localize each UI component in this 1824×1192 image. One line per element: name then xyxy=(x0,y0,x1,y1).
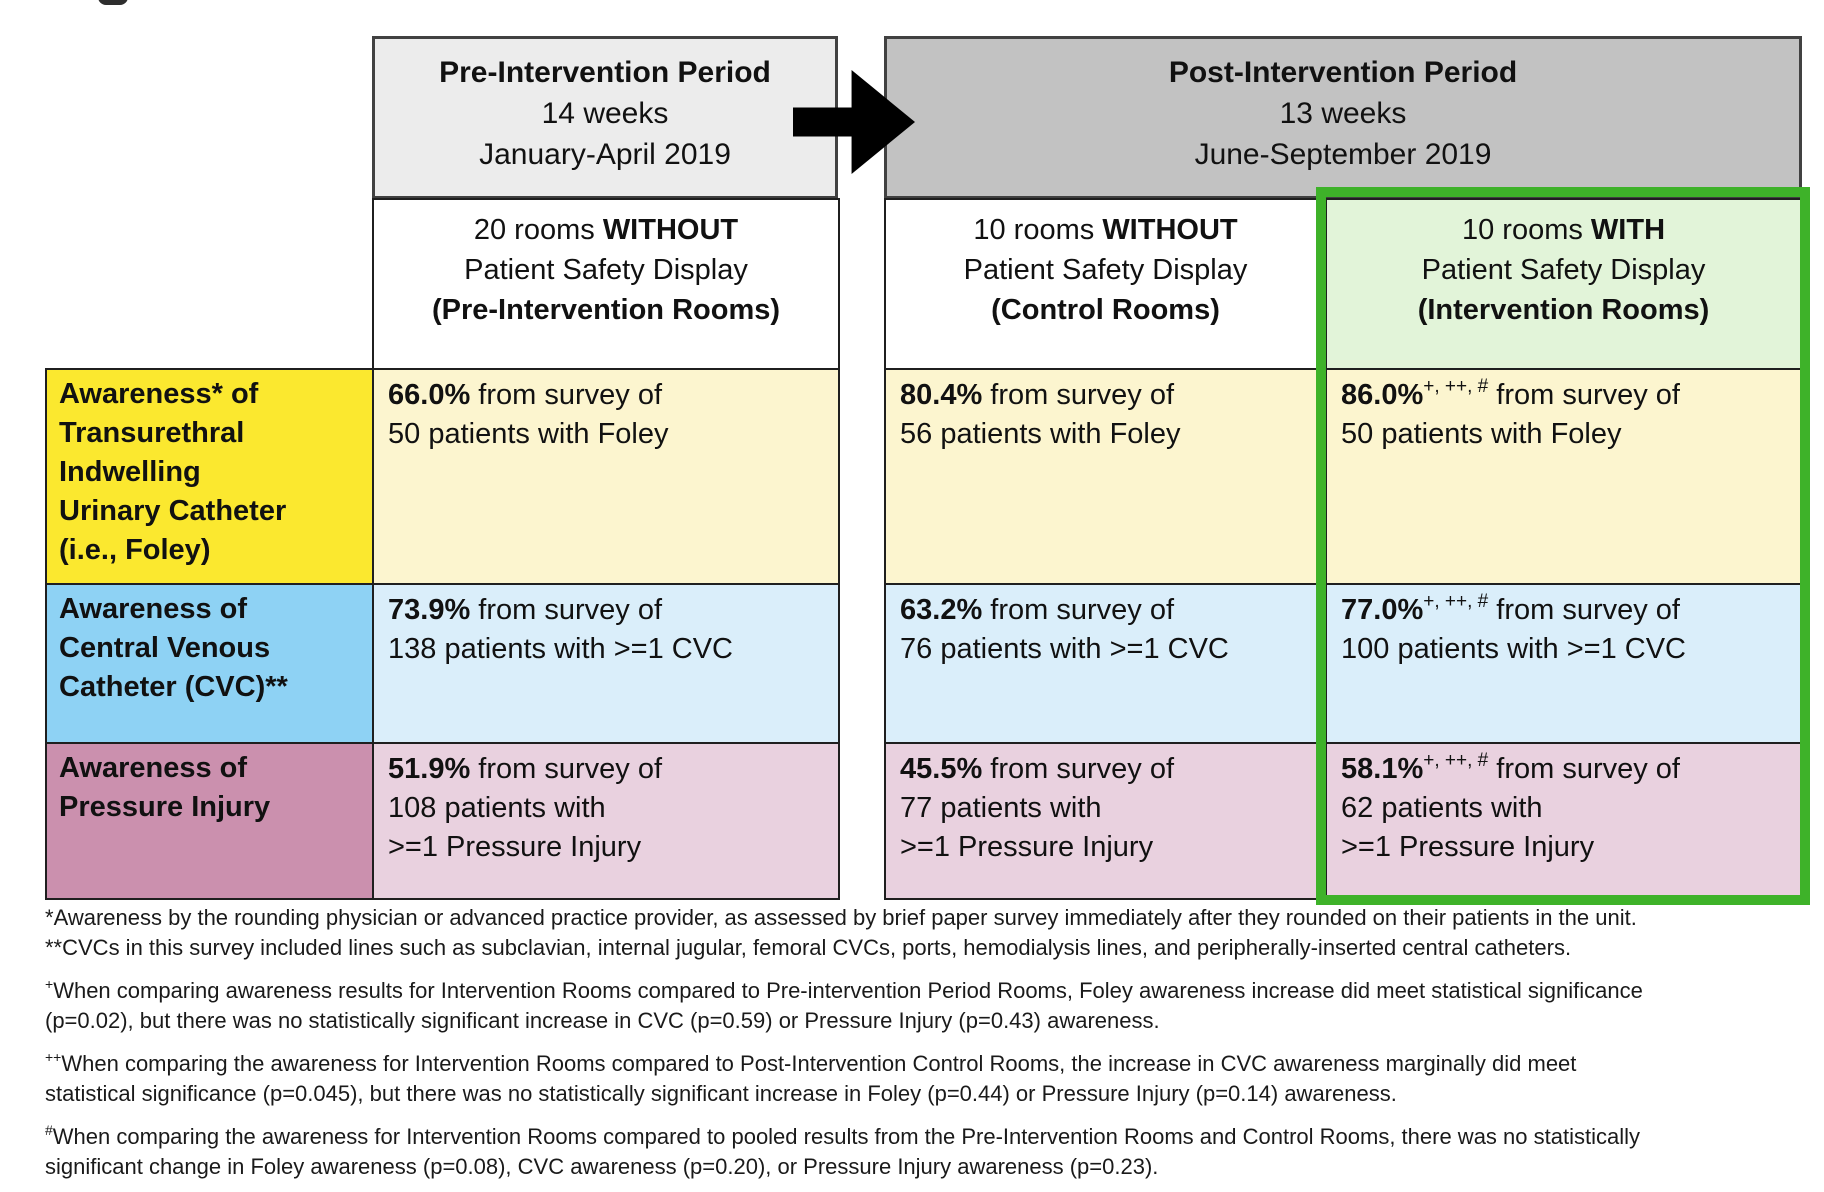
post-period-title: Post-Intervention Period xyxy=(1168,56,1518,89)
cell-percentage: 73.9% xyxy=(388,594,471,626)
footnotes-block: *Awareness by the rounding physician or … xyxy=(45,903,1815,1182)
post-intervention-period-box: Post-Intervention Period 13 weeks June-S… xyxy=(884,36,1802,199)
significance-markers: +, ++, # xyxy=(1423,591,1489,613)
footnote-marker: + xyxy=(45,975,54,992)
cell-cvc-control: 63.2% from survey of 76 patients with >=… xyxy=(884,583,1327,744)
footnote-plus-comparison: +When comparing awareness results for In… xyxy=(45,976,1815,1036)
footnote-plusplus-comparison: ++When comparing the awareness for Inter… xyxy=(45,1049,1815,1109)
column-header-line2: Patient Safety Display xyxy=(1421,254,1706,286)
cell-cvc-intervention: 77.0%+, ++, # from survey of 100 patient… xyxy=(1325,583,1802,744)
column-header-pre-intervention-rooms: 20 rooms WITHOUT Patient Safety Display … xyxy=(372,198,840,370)
significance-markers: +, ++, # xyxy=(1423,750,1489,772)
column-header-count: 10 rooms xyxy=(973,214,1103,246)
column-header-emphasis: WITHOUT xyxy=(602,214,739,246)
footnote-hash-comparison: #When comparing the awareness for Interv… xyxy=(45,1122,1815,1182)
cell-percentage: 66.0% xyxy=(388,379,471,411)
significance-markers: +, ++, # xyxy=(1423,376,1489,398)
footnote-awareness-definition: *Awareness by the rounding physician or … xyxy=(45,903,1815,933)
pre-intervention-period-box: Pre-Intervention Period 14 weeks January… xyxy=(372,36,838,199)
pre-period-dates: January-April 2019 xyxy=(479,138,731,171)
cell-description: from survey of 56 patients with Foley xyxy=(900,379,1181,450)
column-header-emphasis: WITH xyxy=(1590,214,1666,246)
cell-description: from survey of 50 patients with Foley xyxy=(388,379,669,450)
post-period-duration: 13 weeks xyxy=(1279,97,1407,130)
footnote-marker: # xyxy=(45,1121,53,1138)
post-period-dates: June-September 2019 xyxy=(1194,138,1492,171)
column-header-intervention-rooms: 10 rooms WITH Patient Safety Display (In… xyxy=(1325,198,1802,370)
column-header-count: 10 rooms xyxy=(1461,214,1591,246)
cell-percentage: 77.0% xyxy=(1341,594,1424,626)
row-label-pressure-injury-awareness: Awareness of Pressure Injury xyxy=(45,742,374,900)
cell-foley-pre-intervention: 66.0% from survey of 50 patients with Fo… xyxy=(372,368,840,585)
cell-percentage: 86.0% xyxy=(1341,379,1424,411)
cropped-figure-caption-artifact xyxy=(98,0,128,5)
cell-description: from survey of 108 patients with >=1 Pre… xyxy=(388,753,663,863)
cell-percentage: 58.1% xyxy=(1341,753,1424,785)
column-header-room-label: (Control Rooms) xyxy=(991,294,1220,326)
cell-foley-intervention: 86.0%+, ++, # from survey of 50 patients… xyxy=(1325,368,1802,585)
cell-description: from survey of 76 patients with >=1 CVC xyxy=(900,594,1229,665)
footnote-text: When comparing the awareness for Interve… xyxy=(45,1124,1640,1179)
cell-pressure-intervention: 58.1%+, ++, # from survey of 62 patients… xyxy=(1325,742,1802,900)
column-header-line2: Patient Safety Display xyxy=(464,254,748,286)
cell-percentage: 63.2% xyxy=(900,594,983,626)
footnote-text: CVCs in this survey included lines such … xyxy=(62,935,1572,960)
footnote-marker: ** xyxy=(45,935,63,960)
column-header-count: 20 rooms xyxy=(473,214,603,246)
cell-description: from survey of 50 patients with Foley xyxy=(1341,379,1680,450)
column-header-room-label: (Pre-Intervention Rooms) xyxy=(431,294,781,326)
footnote-text: When comparing awareness results for Int… xyxy=(45,978,1643,1033)
cell-description: from survey of 138 patients with >=1 CVC xyxy=(388,594,733,665)
footnote-marker: ++ xyxy=(45,1048,62,1065)
cell-cvc-pre-intervention: 73.9% from survey of 138 patients with >… xyxy=(372,583,840,744)
cell-pressure-control: 45.5% from survey of 77 patients with >=… xyxy=(884,742,1327,900)
cell-percentage: 51.9% xyxy=(388,753,471,785)
cell-foley-control: 80.4% from survey of 56 patients with Fo… xyxy=(884,368,1327,585)
footnote-cvc-definition: **CVCs in this survey included lines suc… xyxy=(45,933,1815,963)
footnote-text: Awareness by the rounding physician or a… xyxy=(53,905,1637,930)
cell-description: from survey of 62 patients with >=1 Pres… xyxy=(1341,753,1680,863)
cell-percentage: 80.4% xyxy=(900,379,983,411)
column-header-control-rooms: 10 rooms WITHOUT Patient Safety Display … xyxy=(884,198,1327,370)
cell-percentage: 45.5% xyxy=(900,753,983,785)
row-label-foley-awareness: Awareness* of Transurethral Indwelling U… xyxy=(45,368,374,585)
column-header-emphasis: WITHOUT xyxy=(1102,214,1238,246)
row-label-cvc-awareness: Awareness of Central Venous Catheter (CV… xyxy=(45,583,374,744)
column-header-room-label: (Intervention Rooms) xyxy=(1417,294,1710,326)
pre-period-title: Pre-Intervention Period xyxy=(439,56,771,89)
cell-description: from survey of 100 patients with >=1 CVC xyxy=(1341,594,1686,665)
pre-period-duration: 14 weeks xyxy=(541,97,669,130)
cell-description: from survey of 77 patients with >=1 Pres… xyxy=(900,753,1175,863)
column-header-line2: Patient Safety Display xyxy=(963,254,1248,286)
footnote-marker: * xyxy=(45,905,54,930)
footnote-text: When comparing the awareness for Interve… xyxy=(45,1051,1577,1106)
cell-pressure-pre-intervention: 51.9% from survey of 108 patients with >… xyxy=(372,742,840,900)
